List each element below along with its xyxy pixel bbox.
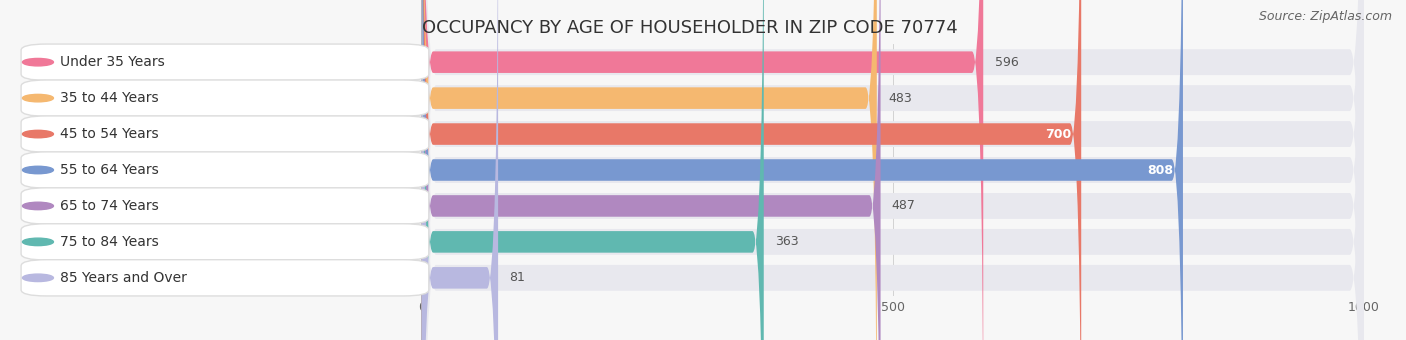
FancyBboxPatch shape — [422, 0, 1364, 340]
Text: 483: 483 — [889, 91, 912, 105]
FancyBboxPatch shape — [422, 0, 1364, 340]
Text: 65 to 74 Years: 65 to 74 Years — [60, 199, 159, 213]
FancyBboxPatch shape — [422, 0, 763, 340]
Text: 596: 596 — [994, 56, 1018, 69]
Text: 487: 487 — [891, 200, 915, 212]
FancyBboxPatch shape — [422, 0, 880, 340]
Text: Source: ZipAtlas.com: Source: ZipAtlas.com — [1258, 10, 1392, 23]
Text: 75 to 84 Years: 75 to 84 Years — [60, 235, 159, 249]
Text: 55 to 64 Years: 55 to 64 Years — [60, 163, 159, 177]
FancyBboxPatch shape — [422, 0, 1364, 340]
FancyBboxPatch shape — [422, 0, 1364, 340]
Text: 363: 363 — [775, 235, 799, 249]
FancyBboxPatch shape — [422, 0, 877, 340]
FancyBboxPatch shape — [422, 0, 1081, 340]
Text: Under 35 Years: Under 35 Years — [60, 55, 166, 69]
Text: 45 to 54 Years: 45 to 54 Years — [60, 127, 159, 141]
Text: 81: 81 — [509, 271, 526, 284]
Text: OCCUPANCY BY AGE OF HOUSEHOLDER IN ZIP CODE 70774: OCCUPANCY BY AGE OF HOUSEHOLDER IN ZIP C… — [422, 19, 957, 37]
FancyBboxPatch shape — [422, 0, 1182, 340]
FancyBboxPatch shape — [422, 0, 1364, 340]
Text: 85 Years and Over: 85 Years and Over — [60, 271, 187, 285]
Text: 35 to 44 Years: 35 to 44 Years — [60, 91, 159, 105]
FancyBboxPatch shape — [422, 0, 983, 340]
FancyBboxPatch shape — [422, 0, 1364, 340]
FancyBboxPatch shape — [422, 0, 498, 340]
Text: 700: 700 — [1046, 128, 1071, 140]
FancyBboxPatch shape — [422, 0, 1364, 340]
Text: 808: 808 — [1147, 164, 1174, 176]
